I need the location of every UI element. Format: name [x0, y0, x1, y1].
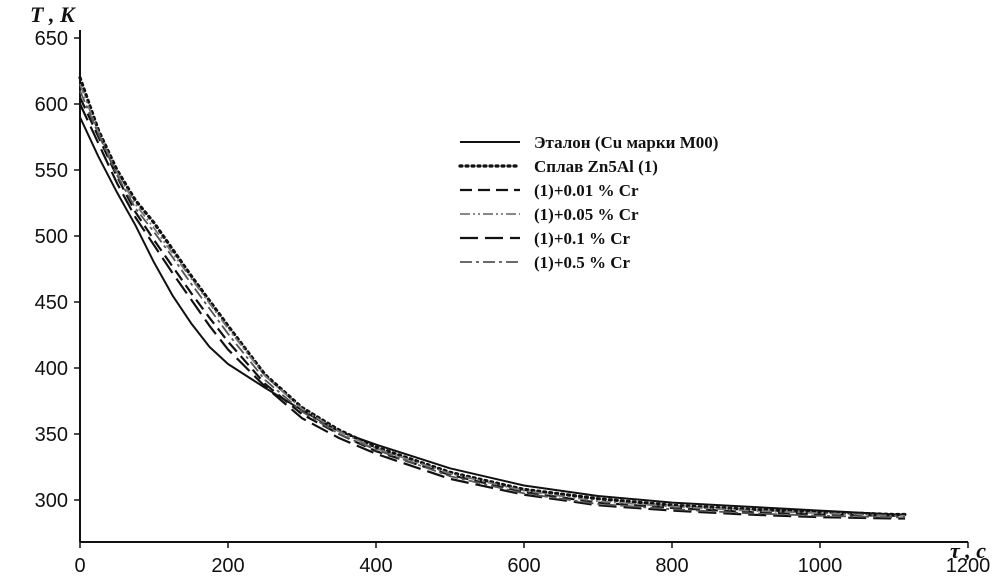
- y-tick-label: 500: [35, 226, 68, 248]
- y-tick-label: 350: [35, 424, 68, 446]
- y-tick-label: 600: [35, 94, 68, 116]
- x-tick-label: 600: [507, 555, 540, 577]
- series-lines: [78, 75, 907, 520]
- x-tick-label: 400: [359, 555, 392, 577]
- x-ticks: 0 200 400 600 800 1000 1200: [74, 542, 990, 577]
- y-axis-title: T , K: [30, 2, 76, 27]
- y-tick-label: 550: [35, 160, 68, 182]
- legend-label-1: Эталон (Cu марки М00): [534, 133, 718, 152]
- y-tick-label: 450: [35, 292, 68, 314]
- legend-label-4: (1)+0.05 % Cr: [534, 205, 639, 224]
- series-line-6: [79, 90, 906, 519]
- x-axis-title: τ , c: [950, 538, 986, 563]
- legend-label-2: Сплав Zn5Al (1): [534, 157, 658, 176]
- series-line-3: [79, 96, 906, 517]
- x-tick-label: 0: [74, 555, 85, 577]
- y-tick-label: 300: [35, 490, 68, 512]
- legend-label-3: (1)+0.01 % Cr: [534, 181, 639, 200]
- x-tick-label: 1000: [798, 555, 843, 577]
- legend-label-5: (1)+0.1 % Cr: [534, 229, 631, 248]
- y-tick-label: 650: [35, 28, 68, 50]
- y-ticks: 300 350 400 450 500 550 600 650: [35, 28, 80, 512]
- x-tick-label: 1200: [946, 555, 991, 577]
- x-tick-label: 200: [211, 555, 244, 577]
- legend-label-6: (1)+0.5 % Cr: [534, 253, 631, 272]
- series-line-4: [79, 83, 906, 517]
- series-line-2: [78, 75, 907, 517]
- axes: [79, 30, 968, 543]
- x-tick-label: 800: [655, 555, 688, 577]
- legend: Эталон (Cu марки М00) Сплав Zn5Al (1) (1)+…: [458, 133, 718, 272]
- y-tick-label: 400: [35, 358, 68, 380]
- series-line-1: [79, 116, 906, 516]
- series-line-5: [79, 103, 906, 520]
